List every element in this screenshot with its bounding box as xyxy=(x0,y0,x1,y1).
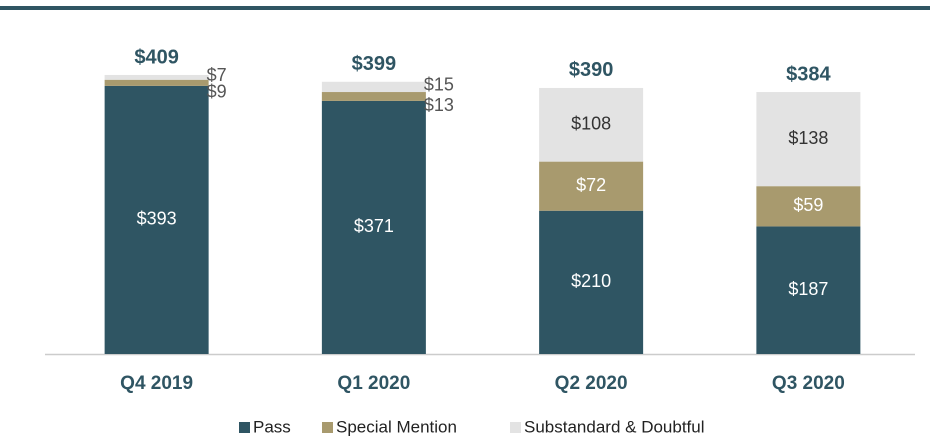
total-label: $390 xyxy=(569,59,614,81)
legend-swatch xyxy=(239,422,250,433)
total-label: $384 xyxy=(786,63,831,85)
x-tick-label: Q2 2020 xyxy=(555,373,628,394)
bar-segment xyxy=(321,100,426,354)
bar-segment xyxy=(539,87,644,162)
value-label: $187 xyxy=(788,279,828,299)
bar-segment xyxy=(756,92,861,187)
value-label: $108 xyxy=(571,114,611,134)
bar-segment xyxy=(321,92,426,101)
bar-segment xyxy=(539,210,644,354)
x-tick-label: Q1 2020 xyxy=(337,373,410,394)
value-label: $138 xyxy=(788,128,828,148)
x-tick-label: Q4 2019 xyxy=(120,373,193,394)
bar-segment xyxy=(104,85,209,355)
bar-segment xyxy=(321,81,426,93)
legend-label: Special Mention xyxy=(336,417,457,436)
legend-label: Pass xyxy=(253,417,291,436)
value-label: $393 xyxy=(137,209,177,229)
bar-segment xyxy=(104,79,209,86)
value-label: $371 xyxy=(354,216,394,236)
value-label: $72 xyxy=(576,175,606,195)
legend-swatch xyxy=(322,422,333,433)
legend-label: Substandard & Doubtful xyxy=(524,417,705,436)
top-rule xyxy=(0,6,930,10)
value-label: $210 xyxy=(571,271,611,291)
total-label: $409 xyxy=(134,46,179,68)
value-label: $7 xyxy=(207,65,227,85)
bar-segment xyxy=(104,74,209,80)
value-label: $13 xyxy=(424,95,454,115)
value-label: $59 xyxy=(793,195,823,215)
total-label: $399 xyxy=(352,53,397,75)
bar-segment xyxy=(756,186,861,227)
bar-segment xyxy=(539,161,644,211)
bar-segment xyxy=(756,226,861,354)
legend-swatch xyxy=(510,422,521,433)
value-label: $9 xyxy=(207,82,227,102)
value-label: $15 xyxy=(424,75,454,95)
x-tick-label: Q3 2020 xyxy=(772,373,845,394)
